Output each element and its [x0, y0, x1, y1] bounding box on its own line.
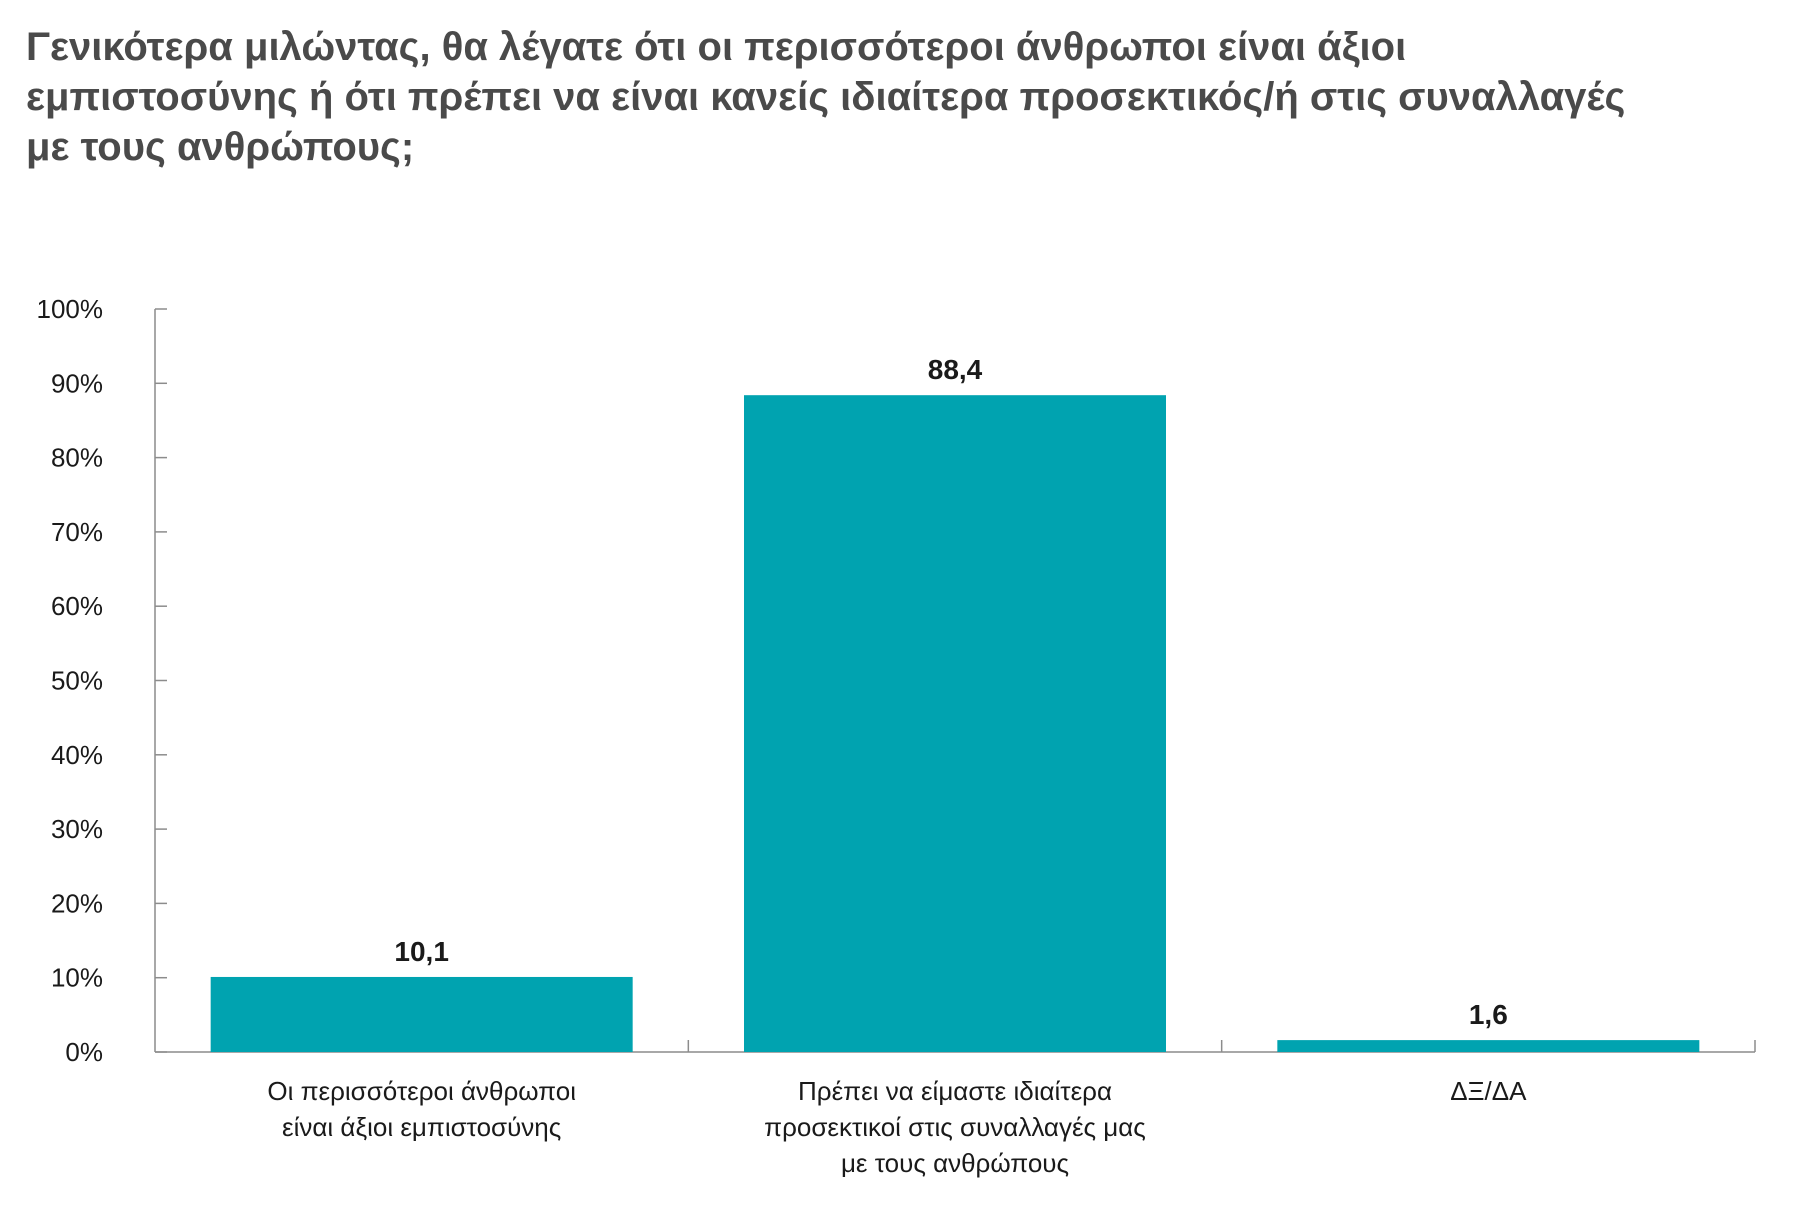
chart-title: Γενικότερα μιλώντας, θα λέγατε ότι οι πε… — [26, 22, 1796, 172]
bar — [744, 395, 1166, 1052]
y-tick-label: 30% — [51, 814, 103, 844]
bar-value-label: 88,4 — [928, 354, 983, 385]
chart-title-line-2: εμπιστοσύνης ή ότι πρέπει να είναι κανεί… — [26, 75, 1626, 119]
y-tick-label: 70% — [51, 517, 103, 547]
chart-title-line-1: Γενικότερα μιλώντας, θα λέγατε ότι οι πε… — [26, 25, 1407, 69]
x-category-label: είναι άξιοι εμπιστοσύνης — [282, 1112, 561, 1142]
value-labels: 10,1 88,4 1,6 — [394, 354, 1507, 1030]
y-tick-label: 80% — [51, 443, 103, 473]
y-tick-label: 50% — [51, 666, 103, 696]
category-labels: Οι περισσότεροι άνθρωποι είναι άξιοι εμπι… — [267, 1076, 1527, 1178]
y-tick-label: 40% — [51, 740, 103, 770]
y-tick-label: 100% — [37, 294, 104, 324]
bar-value-label: 1,6 — [1469, 999, 1508, 1030]
y-tick-label: 0% — [65, 1037, 103, 1067]
x-category-label: προσεκτικοί στις συναλλαγές μας — [764, 1112, 1146, 1142]
y-tick-label: 10% — [51, 963, 103, 993]
bar — [210, 976, 633, 1052]
y-tick-label: 90% — [51, 368, 103, 398]
y-tick-label: 60% — [51, 591, 103, 621]
x-category-label: με τους ανθρώπους — [841, 1148, 1069, 1178]
bars — [210, 395, 1700, 1052]
bar-value-label: 10,1 — [394, 936, 449, 967]
y-tick-label: 20% — [51, 888, 103, 918]
x-category-label: Οι περισσότεροι άνθρωποι — [267, 1076, 576, 1106]
bar — [1277, 1040, 1700, 1052]
chart-title-line-3: με τους ανθρώπους; — [26, 125, 415, 169]
x-category-label: Πρέπει να είμαστε ιδιαίτερα — [798, 1076, 1112, 1106]
x-category-label: ΔΞ/ΔΑ — [1450, 1076, 1527, 1106]
y-axis: 0% 10% 20% 30% 40% 50% 60% 70% 80% 90% 100% — [37, 294, 167, 1067]
